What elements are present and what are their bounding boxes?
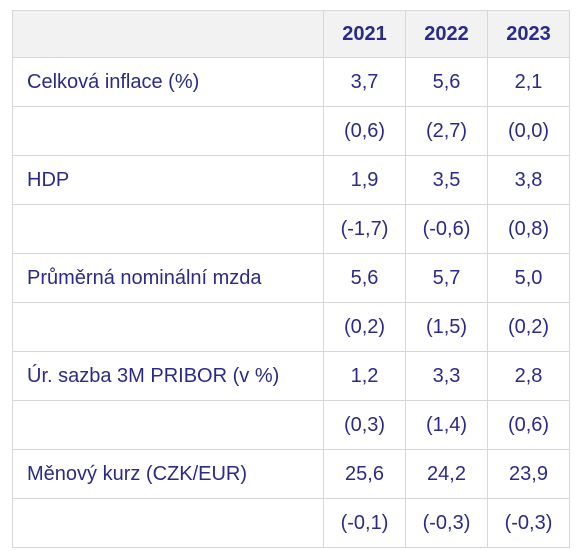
row-label-empty: [12, 106, 324, 156]
value-cell: 1,9: [323, 155, 406, 205]
table-row-exchange-rate-change: (-0,1) (-0,3) (-0,3): [12, 498, 570, 548]
value-cell: 5,0: [487, 253, 570, 303]
row-label-empty: [12, 302, 324, 352]
row-label: HDP: [12, 155, 324, 205]
value-cell: 3,3: [405, 351, 488, 401]
change-cell: (1,5): [405, 302, 488, 352]
value-cell: 23,9: [487, 449, 570, 499]
forecast-table-container: 2021 2022 2023 Celková inflace (%) 3,7 5…: [12, 10, 570, 548]
header-blank-cell: [12, 10, 324, 58]
change-cell: (2,7): [405, 106, 488, 156]
row-label-empty: [12, 204, 324, 254]
table-row-inflation: Celková inflace (%) 3,7 5,6 2,1: [12, 57, 570, 107]
row-label-empty: [12, 498, 324, 548]
row-label: Celková inflace (%): [12, 57, 324, 107]
row-label: Průměrná nominální mzda: [12, 253, 324, 303]
change-cell: (0,2): [487, 302, 570, 352]
change-cell: (-1,7): [323, 204, 406, 254]
table-row-wage: Průměrná nominální mzda 5,6 5,7 5,0: [12, 253, 570, 303]
value-cell: 5,6: [405, 57, 488, 107]
table-row-pribor: Úr. sazba 3M PRIBOR (v %) 1,2 3,3 2,8: [12, 351, 570, 401]
value-cell: 3,8: [487, 155, 570, 205]
change-cell: (-0,3): [487, 498, 570, 548]
value-cell: 1,2: [323, 351, 406, 401]
value-cell: 5,6: [323, 253, 406, 303]
header-year-2022: 2022: [405, 10, 488, 58]
header-row: 2021 2022 2023: [12, 10, 570, 58]
header-year-2021: 2021: [323, 10, 406, 58]
table-header: 2021 2022 2023: [12, 10, 570, 58]
row-label: Měnový kurz (CZK/EUR): [12, 449, 324, 499]
value-cell: 3,5: [405, 155, 488, 205]
value-cell: 2,8: [487, 351, 570, 401]
value-cell: 24,2: [405, 449, 488, 499]
change-cell: (-0,3): [405, 498, 488, 548]
change-cell: (-0,6): [405, 204, 488, 254]
header-year-2023: 2023: [487, 10, 570, 58]
row-label-empty: [12, 400, 324, 450]
table-row-exchange-rate: Měnový kurz (CZK/EUR) 25,6 24,2 23,9: [12, 449, 570, 499]
change-cell: (0,6): [487, 400, 570, 450]
value-cell: 5,7: [405, 253, 488, 303]
table-row-inflation-change: (0,6) (2,7) (0,0): [12, 106, 570, 156]
change-cell: (0,8): [487, 204, 570, 254]
change-cell: (1,4): [405, 400, 488, 450]
change-cell: (0,2): [323, 302, 406, 352]
table-row-wage-change: (0,2) (1,5) (0,2): [12, 302, 570, 352]
table-body: Celková inflace (%) 3,7 5,6 2,1 (0,6) (2…: [12, 57, 570, 548]
change-cell: (0,0): [487, 106, 570, 156]
row-label: Úr. sazba 3M PRIBOR (v %): [12, 351, 324, 401]
table-row-gdp-change: (-1,7) (-0,6) (0,8): [12, 204, 570, 254]
forecast-table: 2021 2022 2023 Celková inflace (%) 3,7 5…: [12, 10, 570, 548]
value-cell: 25,6: [323, 449, 406, 499]
value-cell: 3,7: [323, 57, 406, 107]
table-row-pribor-change: (0,3) (1,4) (0,6): [12, 400, 570, 450]
change-cell: (-0,1): [323, 498, 406, 548]
change-cell: (0,3): [323, 400, 406, 450]
change-cell: (0,6): [323, 106, 406, 156]
table-row-gdp: HDP 1,9 3,5 3,8: [12, 155, 570, 205]
value-cell: 2,1: [487, 57, 570, 107]
